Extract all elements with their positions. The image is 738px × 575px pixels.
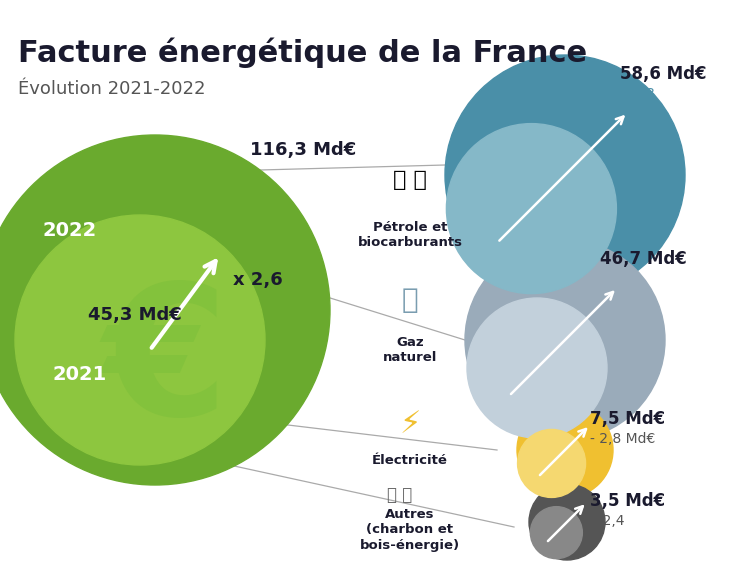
- Text: €: €: [102, 277, 228, 453]
- Text: 116,3 Md€: 116,3 Md€: [250, 141, 356, 159]
- Circle shape: [0, 135, 330, 485]
- Text: 58,6 Md€: 58,6 Md€: [620, 65, 706, 83]
- Text: 2021: 2021: [53, 366, 107, 385]
- Text: 7,5 Md€: 7,5 Md€: [590, 410, 665, 428]
- Text: 2022: 2022: [43, 220, 97, 240]
- Text: Pétrole et
biocarburants: Pétrole et biocarburants: [357, 221, 463, 249]
- Text: ⚡: ⚡: [399, 411, 421, 439]
- Text: x 2,4: x 2,4: [590, 514, 624, 528]
- Text: 46,7 Md€: 46,7 Md€: [600, 250, 687, 268]
- Text: x 2,6: x 2,6: [233, 271, 283, 289]
- Text: x 3,4: x 3,4: [600, 272, 635, 286]
- Text: 3,5 Md€: 3,5 Md€: [590, 492, 665, 510]
- Circle shape: [446, 124, 616, 294]
- Circle shape: [517, 430, 585, 497]
- Text: 🛢 ⛽: 🛢 ⛽: [393, 170, 427, 190]
- Circle shape: [465, 240, 665, 440]
- Text: 🚜 🔥: 🚜 🔥: [387, 486, 413, 504]
- Circle shape: [15, 215, 265, 465]
- Text: - 2,8 Md€: - 2,8 Md€: [590, 432, 655, 446]
- Circle shape: [517, 402, 613, 498]
- Circle shape: [531, 507, 582, 559]
- Text: Évolution 2021-2022: Évolution 2021-2022: [18, 80, 205, 98]
- Text: 🔥: 🔥: [401, 286, 418, 314]
- Circle shape: [445, 55, 685, 295]
- Circle shape: [467, 298, 607, 438]
- Text: Électricité: Électricité: [372, 454, 448, 466]
- Text: Gaz
naturel: Gaz naturel: [383, 336, 437, 364]
- Text: Facture énergétique de la France: Facture énergétique de la France: [18, 38, 587, 68]
- Text: x 1,8: x 1,8: [620, 87, 655, 101]
- Circle shape: [529, 484, 605, 560]
- Text: Autres
(charbon et
bois-énergie): Autres (charbon et bois-énergie): [360, 508, 460, 551]
- Text: 45,3 Md€: 45,3 Md€: [88, 306, 182, 324]
